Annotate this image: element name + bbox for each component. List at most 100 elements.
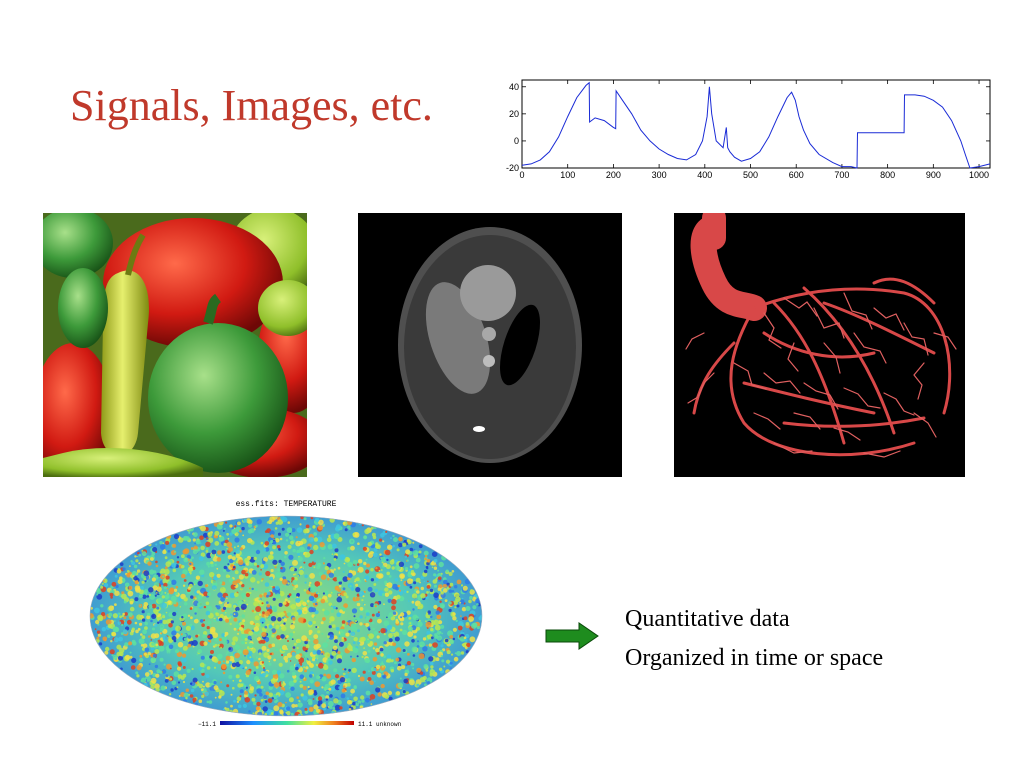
cmb-speckle-dot (115, 584, 119, 589)
cmb-speckle-dot (182, 673, 187, 678)
cmb-speckle-dot (377, 692, 382, 697)
cmb-speckle-dot (157, 597, 164, 604)
cmb-speckle-dot (308, 527, 312, 531)
cmb-speckle-dot (151, 603, 157, 609)
cmb-speckle-dot (205, 674, 210, 678)
cmb-speckle-dot (312, 698, 315, 700)
cmb-speckle-dot (189, 607, 193, 610)
cmb-speckle-dot (253, 600, 259, 607)
cmb-speckle-dot (200, 655, 205, 660)
cmb-speckle-dot (258, 572, 262, 576)
cmb-speckle-dot (348, 538, 355, 545)
cmb-speckle-dot (369, 592, 376, 598)
cmb-speckle-dot (161, 602, 168, 609)
cmb-speckle-dot (190, 595, 194, 599)
cmb-speckle-dot (424, 683, 427, 687)
cmb-speckle-dot (368, 670, 370, 673)
cmb-speckle-dot (225, 653, 228, 656)
cmb-speckle-dot (155, 673, 160, 678)
cmb-speckle-dot (313, 634, 319, 639)
cmb-speckle-dot (108, 612, 113, 617)
cmb-speckle-dot (248, 575, 251, 578)
cmb-speckle-dot (461, 607, 467, 612)
cmb-speckle-dot (460, 584, 464, 587)
cmb-speckle-dot (410, 662, 415, 667)
cmb-speckle-dot (159, 657, 164, 662)
cmb-speckle-dot (203, 619, 206, 622)
cmb-speckle-dot (287, 582, 290, 585)
cmb-speckle-dot (426, 561, 430, 566)
cmb-speckle-dot (326, 592, 329, 595)
cmb-speckle-dot (312, 620, 316, 625)
cmb-speckle-dot (265, 672, 268, 675)
cmb-speckle-dot (336, 576, 343, 582)
cmb-speckle-dot (313, 532, 318, 536)
cmb-speckle-dot (156, 592, 158, 594)
cmb-speckle-dot (205, 550, 209, 553)
cmb-speckle-dot (229, 532, 233, 536)
cmb-speckle-dot (214, 696, 217, 699)
cmb-speckle-dot (242, 596, 245, 599)
cmb-speckle-dot (132, 575, 135, 578)
cmb-speckle-dot (412, 550, 419, 556)
cmb-speckle-dot (259, 617, 266, 624)
cmb-speckle-dot (156, 640, 158, 643)
cmb-speckle-dot (397, 665, 402, 671)
cmb-speckle-dot (338, 635, 341, 638)
cmb-speckle-dot (113, 620, 116, 622)
cmb-speckle-dot (144, 621, 148, 626)
cmb-speckle-dot (298, 617, 304, 623)
cmb-speckle-dot (216, 573, 221, 578)
cmb-speckle-dot (116, 644, 122, 650)
cmb-speckle-dot (322, 562, 325, 565)
cmb-speckle-dot (131, 639, 136, 644)
cmb-speckle-dot (394, 636, 400, 642)
cmb-speckle-dot (138, 562, 141, 565)
cmb-speckle-dot (430, 680, 433, 683)
cmb-speckle-dot (428, 643, 432, 647)
cmb-speckle-dot (382, 673, 385, 676)
cmb-speckle-dot (476, 603, 479, 606)
cmb-speckle-dot (139, 604, 142, 607)
cmb-speckle-dot (283, 622, 286, 625)
cmb-speckle-dot (243, 610, 246, 613)
cmb-speckle-dot (399, 628, 403, 632)
cmb-speckle-dot (382, 540, 385, 543)
cmb-speckle-dot (284, 598, 288, 602)
cmb-speckle-dot (242, 703, 247, 708)
cmb-speckle-dot (118, 636, 123, 642)
cmb-speckle-dot (100, 584, 103, 587)
cmb-speckle-dot (261, 661, 265, 664)
cmb-speckle-dot (407, 578, 413, 585)
cmb-speckle-dot (356, 655, 359, 658)
cmb-speckle-dot (359, 615, 363, 619)
cmb-speckle-dot (221, 663, 227, 670)
cmb-speckle-dot (411, 646, 418, 653)
cmb-speckle-dot (253, 626, 260, 632)
cmb-speckle-dot (168, 675, 171, 678)
cmb-speckle-dot (451, 570, 455, 573)
cmb-speckle-dot (332, 645, 338, 651)
cmb-speckle-dot (292, 559, 298, 566)
cmb-speckle-dot (458, 621, 464, 627)
cmb-speckle-dot (114, 590, 120, 597)
cmb-speckle-dot (223, 542, 227, 546)
cmb-speckle-dot (132, 570, 137, 576)
cmb-speckle-dot (455, 619, 458, 623)
cmb-speckle-dot (305, 649, 308, 653)
cmb-speckle-dot (284, 555, 287, 559)
cmb-speckle-dot (430, 661, 434, 666)
cmb-speckle-dot (178, 636, 183, 641)
cmb-speckle-dot (314, 681, 321, 687)
cmb-speckle-dot (294, 704, 298, 708)
cmb-speckle-dot (370, 578, 375, 582)
cmb-speckle-dot (317, 696, 323, 701)
cmb-speckle-dot (145, 575, 150, 580)
cmb-speckle-dot (275, 648, 279, 652)
cmb-speckle-dot (313, 638, 319, 645)
cmb-speckle-dot (336, 596, 343, 603)
cmb-speckle-dot (381, 661, 384, 663)
cmb-speckle-dot (243, 518, 247, 523)
